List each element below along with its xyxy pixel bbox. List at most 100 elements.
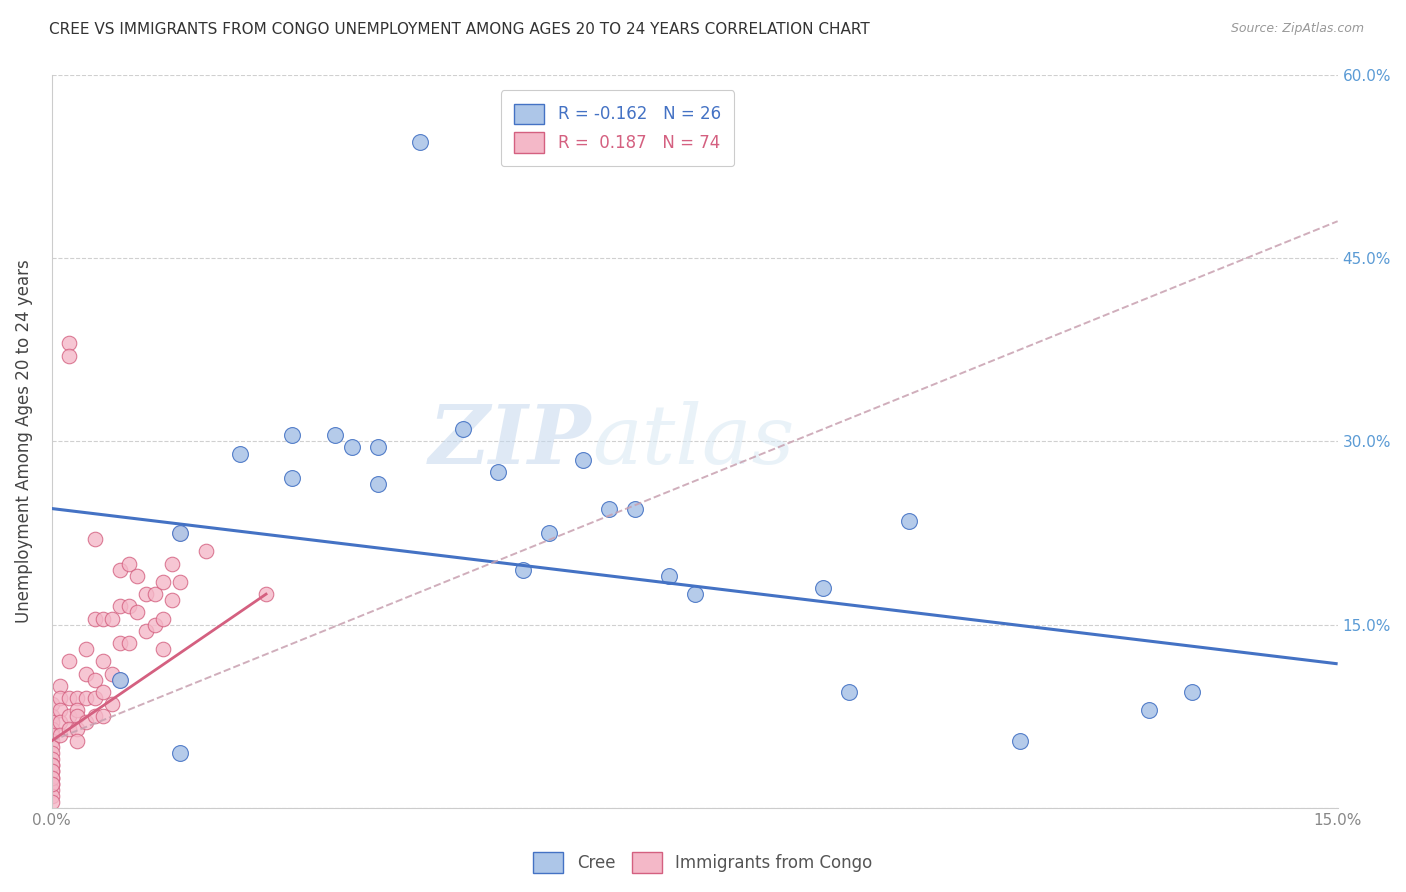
Point [49, 703, 72, 717]
Point [409, 135, 432, 149]
Point [41, 771, 63, 785]
Point [49, 691, 72, 706]
Point [110, 563, 132, 577]
Point [195, 544, 218, 558]
Point [135, 587, 157, 601]
Point [41, 782, 63, 797]
Point [41, 746, 63, 760]
Point [66, 703, 89, 717]
Point [49, 728, 72, 742]
Point [898, 514, 921, 528]
Point [49, 679, 72, 693]
Point [118, 557, 141, 571]
Point [110, 673, 132, 687]
Point [75, 715, 97, 730]
Point [118, 599, 141, 614]
Legend: R = -0.162   N = 26, R =  0.187   N = 74: R = -0.162 N = 26, R = 0.187 N = 74 [501, 90, 734, 166]
Point [41, 795, 63, 809]
Point [41, 764, 63, 779]
Point [152, 611, 174, 625]
Point [66, 734, 89, 748]
Point [169, 526, 191, 541]
Point [366, 441, 388, 455]
Point [41, 709, 63, 723]
Point [41, 758, 63, 772]
Point [66, 709, 89, 723]
Point [169, 526, 191, 541]
Point [1010, 734, 1032, 748]
Point [58, 709, 80, 723]
Point [83, 709, 105, 723]
Point [58, 722, 80, 736]
Point [41, 764, 63, 779]
Point [658, 568, 681, 582]
Point [91, 654, 114, 668]
Point [143, 587, 166, 601]
Point [127, 568, 149, 582]
Point [623, 501, 645, 516]
Point [41, 771, 63, 785]
Legend: Cree, Immigrants from Congo: Cree, Immigrants from Congo [527, 846, 879, 880]
Y-axis label: Unemployment Among Ages 20 to 24 years: Unemployment Among Ages 20 to 24 years [15, 260, 32, 624]
Point [281, 428, 304, 442]
Point [572, 452, 595, 467]
Point [143, 617, 166, 632]
Point [451, 422, 474, 436]
Point [598, 501, 620, 516]
Point [1137, 703, 1160, 717]
Point [41, 777, 63, 791]
Point [66, 691, 89, 706]
Point [83, 611, 105, 625]
Point [91, 611, 114, 625]
Point [100, 611, 122, 625]
Point [83, 532, 105, 546]
Point [169, 746, 191, 760]
Point [91, 685, 114, 699]
Point [100, 666, 122, 681]
Text: CREE VS IMMIGRANTS FROM CONGO UNEMPLOYMENT AMONG AGES 20 TO 24 YEARS CORRELATION: CREE VS IMMIGRANTS FROM CONGO UNEMPLOYME… [49, 22, 870, 37]
Point [110, 673, 132, 687]
Point [537, 526, 560, 541]
Point [254, 587, 277, 601]
Point [127, 606, 149, 620]
Point [110, 636, 132, 650]
Point [58, 691, 80, 706]
Point [75, 642, 97, 657]
Point [160, 593, 183, 607]
Point [813, 581, 835, 595]
Text: ZIP: ZIP [429, 401, 592, 482]
Text: Source: ZipAtlas.com: Source: ZipAtlas.com [1230, 22, 1364, 36]
Text: atlas: atlas [592, 401, 794, 482]
Point [366, 477, 388, 491]
Point [91, 709, 114, 723]
Point [838, 685, 860, 699]
Point [100, 697, 122, 711]
Point [340, 441, 363, 455]
Point [41, 739, 63, 754]
Point [66, 722, 89, 736]
Point [169, 574, 191, 589]
Point [49, 715, 72, 730]
Point [58, 654, 80, 668]
Point [281, 471, 304, 485]
Point [41, 758, 63, 772]
Point [160, 557, 183, 571]
Point [486, 465, 509, 479]
Point [118, 636, 141, 650]
Point [229, 446, 252, 460]
Point [41, 789, 63, 803]
Point [683, 587, 706, 601]
Point [58, 336, 80, 351]
Point [58, 349, 80, 363]
Point [152, 642, 174, 657]
Point [83, 673, 105, 687]
Point [41, 722, 63, 736]
Point [323, 428, 346, 442]
Point [135, 624, 157, 638]
Point [41, 697, 63, 711]
Point [41, 734, 63, 748]
Point [41, 715, 63, 730]
Point [41, 777, 63, 791]
Point [512, 563, 534, 577]
Point [75, 691, 97, 706]
